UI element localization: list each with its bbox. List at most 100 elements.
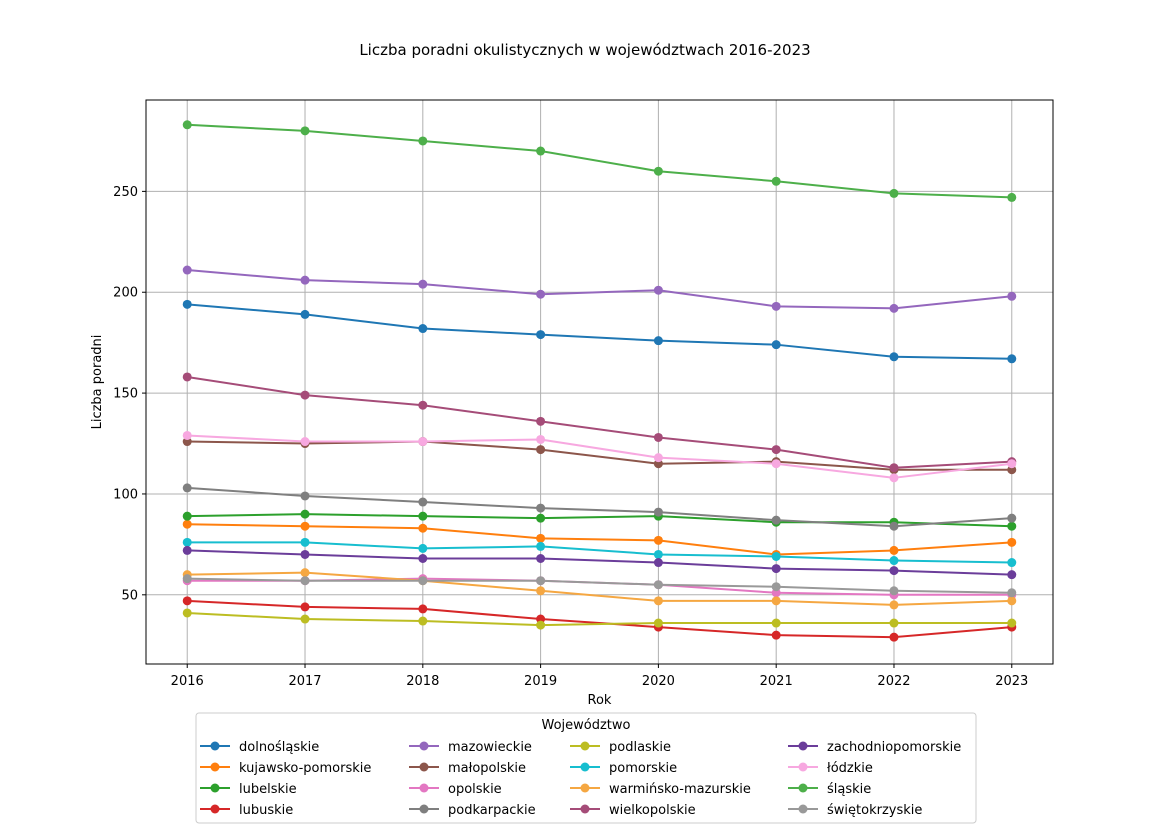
legend-entry: kujawsko-pomorskie	[200, 761, 371, 776]
data-point	[300, 275, 310, 285]
data-point	[418, 279, 428, 289]
data-point	[300, 568, 310, 578]
legend-entry: świętokrzyskie	[788, 803, 922, 818]
data-point	[771, 582, 781, 592]
data-point	[536, 541, 546, 551]
legend-label: podlaskie	[609, 740, 671, 755]
legend-label: świętokrzyskie	[827, 803, 922, 818]
data-point	[889, 618, 899, 628]
legend-marker	[210, 783, 220, 793]
legend-marker	[419, 783, 429, 793]
data-point	[536, 554, 546, 564]
x-tick-label: 2019	[524, 674, 557, 689]
data-point	[182, 545, 192, 555]
data-point	[1007, 192, 1017, 202]
data-point	[653, 285, 663, 295]
y-tick-label: 50	[121, 588, 138, 603]
data-point	[889, 521, 899, 531]
legend-entry: małopolskie	[409, 761, 526, 776]
data-point	[653, 507, 663, 517]
data-point	[1007, 570, 1017, 580]
legend-label: małopolskie	[448, 761, 526, 776]
data-point	[1007, 596, 1017, 606]
data-point	[182, 519, 192, 529]
data-point	[418, 136, 428, 146]
data-point	[1007, 521, 1017, 531]
data-point	[771, 515, 781, 525]
legend-label: mazowieckie	[448, 740, 532, 755]
y-tick-label: 100	[113, 487, 138, 502]
data-point	[536, 503, 546, 513]
y-tick-label: 150	[113, 387, 138, 402]
data-point	[418, 543, 428, 553]
series-wielkopolskie	[182, 372, 1017, 473]
legend-label: śląskie	[827, 782, 871, 797]
data-point	[771, 340, 781, 350]
series-łódzkie	[182, 430, 1017, 483]
data-point	[536, 330, 546, 340]
data-point	[536, 620, 546, 630]
data-point	[182, 299, 192, 309]
data-point	[182, 372, 192, 382]
data-point	[653, 535, 663, 545]
legend-entry: podlaskie	[570, 740, 671, 755]
series-line	[187, 571, 1012, 606]
series-line	[187, 523, 1012, 556]
legend-label: pomorskie	[609, 761, 677, 776]
x-tick-label: 2021	[760, 674, 793, 689]
data-point	[300, 521, 310, 531]
series-line	[187, 541, 1012, 564]
data-point	[889, 463, 899, 473]
data-point	[1007, 558, 1017, 568]
data-point	[771, 596, 781, 606]
data-point	[1007, 291, 1017, 301]
series-zachodniopomorskie	[182, 545, 1017, 580]
data-point	[418, 437, 428, 447]
data-point	[418, 576, 428, 586]
data-point	[536, 576, 546, 586]
legend-entry: warmińsko-mazurskie	[570, 782, 751, 797]
data-point	[653, 453, 663, 463]
series-podlaskie	[182, 608, 1017, 630]
series-line	[187, 611, 1012, 627]
data-point	[300, 602, 310, 612]
legend-entry: lubelskie	[200, 782, 297, 797]
legend-entry: mazowieckie	[409, 740, 532, 755]
data-point	[300, 309, 310, 319]
y-axis-label: Liczba poradni	[90, 335, 105, 430]
data-point	[182, 574, 192, 584]
legend-label: podkarpackie	[448, 803, 536, 818]
legend-label: lubelskie	[239, 782, 297, 797]
legend-title: Województwo	[541, 718, 630, 733]
data-point	[300, 549, 310, 559]
legend-marker	[210, 762, 220, 772]
legend-marker	[210, 804, 220, 814]
data-point	[889, 600, 899, 610]
data-point	[771, 459, 781, 469]
legend-marker	[419, 804, 429, 814]
data-point	[771, 630, 781, 640]
legend-entry: wielkopolskie	[570, 803, 696, 818]
data-point	[182, 120, 192, 130]
series-line	[187, 549, 1012, 576]
series-pomorskie	[182, 537, 1017, 568]
legend-entry: podkarpackie	[409, 803, 536, 818]
series-śląskie	[182, 120, 1017, 202]
data-point	[1007, 618, 1017, 628]
axis-ticks: 2016 2017 2018 2019 2020 2021 2022 2023 50 100 150…	[113, 185, 1028, 689]
y-tick-label: 200	[113, 286, 138, 301]
data-point	[889, 545, 899, 555]
x-tick-label: 2017	[288, 674, 321, 689]
legend: Województwo dolnośląskie kujawsko-pomorsk…	[195, 712, 977, 824]
data-point	[300, 614, 310, 624]
data-point	[418, 400, 428, 410]
legend-marker	[798, 762, 808, 772]
legend-entry: dolnośląskie	[200, 740, 319, 755]
data-point	[300, 390, 310, 400]
data-point	[889, 586, 899, 596]
data-point	[771, 618, 781, 628]
legend-marker	[580, 741, 590, 751]
